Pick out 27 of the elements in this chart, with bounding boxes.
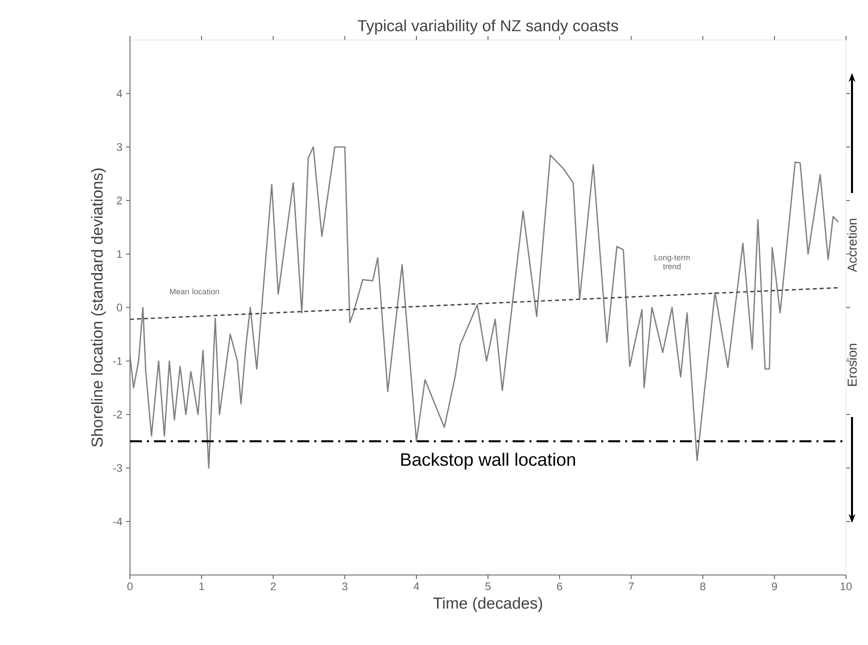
x-tick-label: 6: [557, 582, 562, 590]
x-tick-label: 1: [199, 582, 204, 590]
x-tick-label: 0: [127, 582, 133, 590]
text: Accretion: [847, 218, 857, 272]
y-axis-title: Shoreline location (standard deviations): [91, 168, 106, 447]
chart-title: Typical variability of NZ sandy coasts: [358, 20, 618, 34]
x-tick-label: 7: [628, 582, 634, 590]
x-tick-label: 5: [485, 582, 491, 590]
y-tick-label: 4: [116, 90, 122, 98]
y-tick-label: 1: [117, 250, 122, 258]
x-axis-title: Time (decades): [433, 597, 542, 612]
ref-line-label: Backstop wall location: [401, 452, 576, 470]
x-tick-label: 3: [342, 582, 348, 590]
x-tick-label: 9: [772, 582, 777, 590]
x-tick-label: 10: [840, 582, 852, 590]
y-tick-label: 3: [116, 143, 122, 151]
y-tick-label: 0: [116, 304, 122, 312]
line-series: [129, 146, 839, 469]
text: Erosion: [847, 344, 857, 386]
y-tick-label: -3: [113, 464, 122, 472]
y-tick-label: -2: [113, 410, 122, 418]
x-tick-label: 4: [414, 582, 420, 590]
y-tick-label: -1: [113, 357, 122, 365]
y-tick-label: 2: [116, 196, 122, 204]
y-tick-label: -4: [113, 518, 122, 526]
x-tick-label: 2: [270, 582, 276, 590]
x-tick-label: 8: [700, 582, 706, 590]
